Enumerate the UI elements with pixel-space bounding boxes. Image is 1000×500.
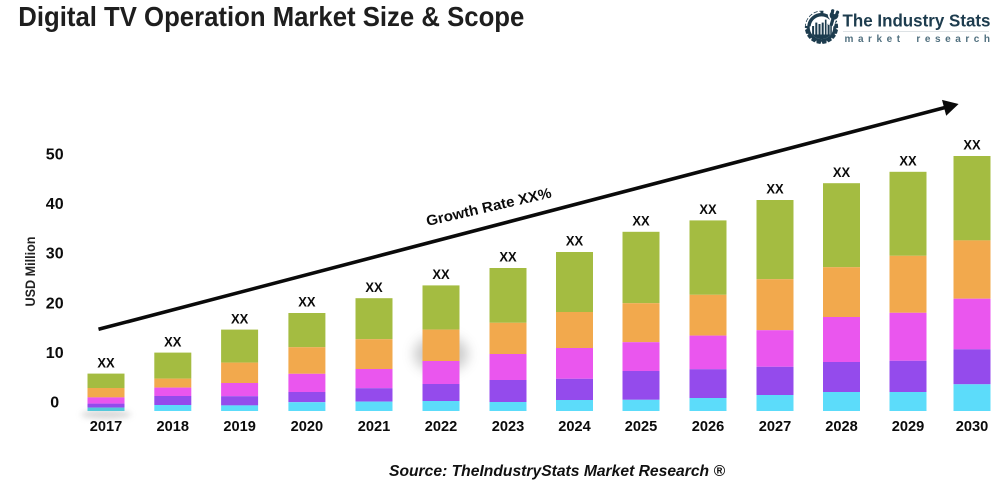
svg-text:XX: XX	[164, 334, 181, 349]
svg-text:XX: XX	[963, 138, 980, 153]
svg-text:20: 20	[46, 295, 64, 312]
svg-text:Digital TV Operation Market Si: Digital TV Operation Market Size & Scope	[18, 1, 524, 32]
svg-text:XX: XX	[566, 234, 583, 249]
svg-text:The Industry Stats: The Industry Stats	[843, 11, 991, 31]
svg-text:10: 10	[46, 345, 64, 362]
svg-text:2024: 2024	[558, 418, 591, 435]
svg-text:2030: 2030	[956, 418, 989, 435]
svg-text:2017: 2017	[90, 418, 123, 435]
svg-text:50: 50	[46, 146, 64, 163]
svg-text:XX: XX	[699, 202, 716, 217]
svg-text:market research: market research	[845, 34, 995, 45]
svg-text:2027: 2027	[759, 418, 792, 435]
svg-text:2026: 2026	[692, 418, 725, 435]
svg-text:40: 40	[46, 196, 64, 213]
svg-text:2019: 2019	[223, 418, 256, 435]
svg-text:2023: 2023	[492, 418, 525, 435]
svg-text:2021: 2021	[358, 418, 391, 435]
svg-text:XX: XX	[766, 182, 783, 197]
svg-text:USD Million: USD Million	[22, 237, 38, 307]
svg-text:30: 30	[46, 246, 64, 263]
svg-text:XX: XX	[97, 355, 114, 370]
svg-text:XX: XX	[899, 154, 916, 169]
svg-text:XX: XX	[231, 311, 248, 326]
svg-text:Source: TheIndustryStats Marke: Source: TheIndustryStats Market Research…	[389, 463, 726, 480]
svg-text:2022: 2022	[425, 418, 458, 435]
svg-text:XX: XX	[432, 267, 449, 282]
svg-text:0: 0	[50, 395, 59, 412]
svg-text:XX: XX	[632, 214, 649, 229]
svg-text:XX: XX	[499, 250, 516, 265]
svg-text:XX: XX	[298, 295, 315, 310]
svg-text:2029: 2029	[892, 418, 925, 435]
svg-text:XX: XX	[833, 165, 850, 180]
svg-text:2025: 2025	[625, 418, 658, 435]
svg-text:2028: 2028	[825, 418, 858, 435]
svg-text:2020: 2020	[291, 418, 324, 435]
svg-text:XX: XX	[365, 280, 382, 295]
svg-text:2018: 2018	[157, 418, 190, 435]
